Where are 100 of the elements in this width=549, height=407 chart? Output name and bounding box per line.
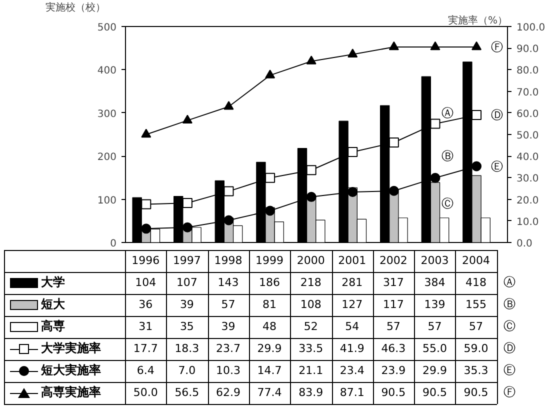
data-label: 21.1: [298, 363, 324, 380]
point: [430, 172, 440, 183]
data-label: 35.3: [462, 363, 490, 380]
data-label: 23.4: [338, 363, 366, 380]
y-tick-label: 500: [97, 22, 117, 34]
point: [306, 192, 316, 202]
data-label: 81: [262, 297, 278, 314]
legend-label: 短大実施率: [41, 362, 102, 380]
y2-tick-label: 40.0: [516, 152, 539, 164]
y-tick-label: 100: [97, 195, 117, 206]
y2-tick-label: 0.0: [516, 238, 532, 250]
legend-label: 高専: [41, 318, 66, 336]
data-label: 55.0: [421, 341, 448, 358]
point: [224, 215, 234, 226]
data-label: 155: [464, 297, 488, 314]
point: [472, 110, 482, 120]
x-tick-label: 2001: [337, 253, 368, 270]
point: [141, 199, 152, 210]
data-label: 7.0: [177, 363, 197, 380]
point: [388, 137, 399, 148]
data-label: 143: [216, 275, 240, 292]
y2-tick-label: 100.0: [516, 22, 546, 34]
data-label: 90.5: [462, 385, 490, 402]
x-tick-label: 1999: [254, 253, 285, 270]
data-label: 117: [382, 297, 405, 314]
x-tick-label: 1997: [172, 253, 202, 270]
data-label: 23.9: [380, 363, 407, 380]
data-label: 59.0: [462, 341, 490, 358]
annotation: Ⓑ: [442, 149, 454, 164]
point: [472, 41, 482, 50]
text: Ⓑ: [504, 297, 516, 312]
point: [224, 100, 234, 110]
data-label: 48: [262, 319, 278, 336]
data-label: 317: [382, 275, 405, 292]
data-label: 281: [340, 275, 364, 292]
legend-label: 大学: [41, 274, 66, 292]
data-label: 57: [385, 319, 402, 336]
y2-tick-label: 10.0: [516, 216, 539, 228]
data-label: 127: [340, 297, 364, 314]
x-tick-label: 1996: [130, 253, 161, 270]
y2-tick-label: 20.0: [516, 195, 539, 206]
data-label: 139: [423, 297, 446, 314]
data-label: 56.5: [174, 385, 200, 402]
text: Ⓓ: [504, 341, 516, 356]
data-label: 39: [178, 297, 195, 314]
point: [430, 41, 440, 50]
data-label: 57: [468, 319, 484, 336]
legend-label: 短大: [41, 296, 66, 314]
data-label: 77.4: [256, 385, 283, 402]
data-label: 33.5: [298, 341, 324, 358]
point: [141, 224, 152, 234]
y-tick-label: 200: [97, 152, 117, 164]
x-tick-label: 1998: [213, 253, 244, 270]
point: [388, 186, 399, 196]
y2-tick-label: 60.0: [516, 108, 539, 120]
point: [182, 114, 192, 124]
data-label: 104: [134, 275, 158, 292]
data-label: 23.7: [214, 341, 242, 358]
data-label: 186: [258, 275, 282, 292]
data-label: 108: [299, 297, 322, 314]
annotation: Ⓐ: [442, 106, 454, 120]
data-label: 87.1: [338, 385, 366, 402]
y2-tick-label: 50.0: [516, 130, 539, 142]
data-label: 90.5: [380, 385, 407, 402]
data-label: 18.3: [174, 341, 200, 358]
data-label: 6.4: [136, 363, 156, 380]
point: [472, 161, 482, 172]
point: [265, 70, 276, 78]
annotation: Ⓕ: [491, 40, 504, 54]
data-label: 29.9: [256, 341, 283, 358]
x-tick-label: 2002: [378, 253, 408, 270]
data-label: 41.9: [338, 341, 366, 358]
text: Ⓔ: [504, 363, 516, 378]
data-label: 31: [138, 319, 154, 336]
data-label: 17.7: [132, 341, 159, 358]
legend-label: 高専実施率: [41, 384, 102, 402]
point: [224, 186, 234, 196]
point: [348, 48, 358, 58]
data-label: 36: [138, 297, 154, 314]
data-label: 46.3: [380, 341, 407, 358]
x-tick-label: 2000: [296, 253, 326, 270]
data-label: 57: [220, 297, 236, 314]
text: Ⓕ: [504, 385, 516, 400]
point: [348, 186, 358, 197]
point: [265, 172, 276, 183]
y-tick-label: 300: [97, 108, 117, 120]
data-label: 62.9: [214, 385, 242, 402]
point: [141, 128, 152, 138]
text: Ⓐ: [504, 275, 516, 290]
data-label: 384: [423, 275, 446, 292]
x-tick-label: 2003: [420, 253, 450, 270]
point: [348, 146, 358, 157]
point: [306, 56, 316, 64]
y2-tick-label: 30.0: [516, 174, 539, 185]
data-label: 54: [344, 319, 360, 336]
data-label: 10.3: [214, 363, 242, 380]
y2-tick-label: 80.0: [516, 66, 539, 77]
annotation: Ⓒ: [442, 196, 454, 211]
data-label: 57: [426, 319, 443, 336]
data-label: 50.0: [132, 385, 159, 402]
